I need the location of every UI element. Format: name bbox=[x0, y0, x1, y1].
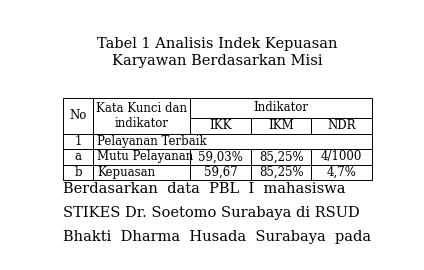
Bar bbox=[311, 149, 372, 164]
Bar bbox=[251, 149, 311, 164]
Bar bbox=[93, 98, 190, 134]
Text: Mutu Pelayanan: Mutu Pelayanan bbox=[97, 150, 193, 163]
Text: Pelayanan Terbaik: Pelayanan Terbaik bbox=[97, 135, 206, 148]
Text: Kepuasan: Kepuasan bbox=[97, 166, 155, 179]
Text: Tabel 1 Analisis Indek Kepuasan: Tabel 1 Analisis Indek Kepuasan bbox=[97, 36, 338, 50]
Text: IKM: IKM bbox=[268, 119, 294, 132]
Text: Indikator: Indikator bbox=[254, 102, 309, 114]
Text: b: b bbox=[74, 166, 82, 179]
Text: Karyawan Berdasarkan Misi: Karyawan Berdasarkan Misi bbox=[112, 54, 323, 68]
Text: 85,25%: 85,25% bbox=[259, 150, 304, 163]
Text: Kata Kunci dan
indikator: Kata Kunci dan indikator bbox=[96, 102, 187, 130]
Bar bbox=[63, 164, 93, 180]
Bar bbox=[311, 118, 372, 134]
Bar bbox=[190, 98, 372, 118]
Text: IKK: IKK bbox=[209, 119, 232, 132]
Bar bbox=[251, 164, 311, 180]
Bar bbox=[63, 134, 93, 149]
Bar bbox=[251, 118, 311, 134]
Bar bbox=[93, 164, 190, 180]
Text: No: No bbox=[69, 109, 86, 122]
Bar bbox=[311, 164, 372, 180]
Text: 4,7%: 4,7% bbox=[326, 166, 357, 179]
Bar bbox=[190, 118, 251, 134]
Text: 59,03%: 59,03% bbox=[198, 150, 243, 163]
Bar bbox=[63, 149, 93, 164]
Bar bbox=[190, 164, 251, 180]
Text: NDR: NDR bbox=[327, 119, 356, 132]
Text: 85,25%: 85,25% bbox=[259, 166, 304, 179]
Bar bbox=[190, 149, 251, 164]
Text: Berdasarkan  data  PBL  I  mahasiswa: Berdasarkan data PBL I mahasiswa bbox=[63, 182, 346, 196]
Text: 4/1000: 4/1000 bbox=[321, 150, 362, 163]
Text: 59,67: 59,67 bbox=[204, 166, 237, 179]
Text: 1: 1 bbox=[74, 135, 82, 148]
Text: STIKES Dr. Soetomo Surabaya di RSUD: STIKES Dr. Soetomo Surabaya di RSUD bbox=[63, 206, 360, 220]
Text: Bhakti  Dharma  Husada  Surabaya  pada: Bhakti Dharma Husada Surabaya pada bbox=[63, 230, 371, 244]
Bar bbox=[93, 134, 372, 149]
Bar bbox=[63, 98, 93, 134]
Bar bbox=[93, 149, 190, 164]
Text: a: a bbox=[75, 150, 81, 163]
